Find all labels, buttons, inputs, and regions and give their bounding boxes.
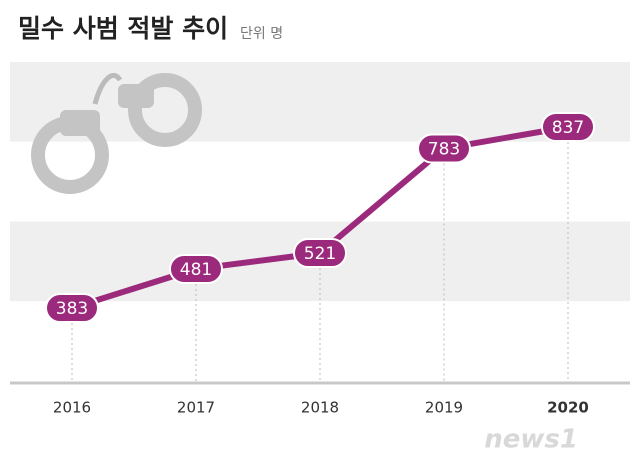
unit-label: 단위 명 bbox=[240, 26, 283, 42]
x-tick-label: 2017 bbox=[177, 399, 215, 417]
x-tick-label: 2018 bbox=[301, 399, 339, 417]
watermark: news1 bbox=[484, 425, 578, 455]
data-label: 481 bbox=[180, 260, 212, 280]
data-label-pill bbox=[417, 133, 471, 164]
data-label: 383 bbox=[56, 299, 88, 319]
data-label-pill bbox=[293, 238, 347, 269]
data-label: 521 bbox=[304, 244, 336, 264]
chart-title: 밀수 사범 적발 추이 bbox=[18, 14, 228, 43]
band bbox=[10, 141, 630, 222]
data-label: 837 bbox=[552, 118, 584, 138]
x-tick-label: 2019 bbox=[425, 399, 463, 417]
bands bbox=[10, 62, 630, 381]
data-label: 783 bbox=[428, 140, 460, 160]
data-label-pill bbox=[541, 111, 595, 142]
x-tick-label: 2016 bbox=[53, 399, 91, 417]
data-label-pill bbox=[169, 253, 223, 284]
x-tick-label: 2020 bbox=[547, 399, 589, 417]
data-label-pill bbox=[45, 293, 99, 324]
handcuff-icon bbox=[31, 72, 202, 194]
